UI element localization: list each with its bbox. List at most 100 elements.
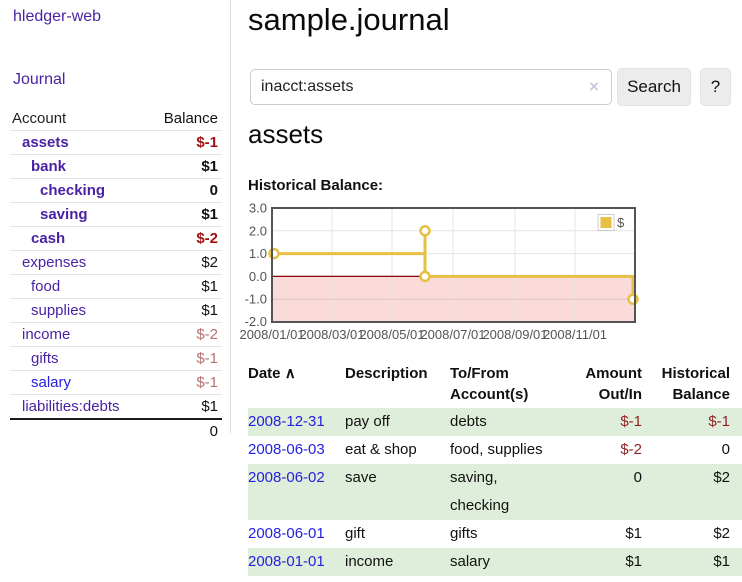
transaction-amount: $1 [625, 553, 642, 570]
account-link-gifts[interactable]: gifts [31, 350, 59, 367]
historical-balance-chart: $ 3.0 2.0 1.0 0.0 -1.0 -2.0 2008/01/01 2… [240, 201, 639, 342]
account-row-income: income $-2 [10, 322, 222, 346]
account-link-assets[interactable]: assets [22, 134, 69, 151]
transaction-accounts: gifts [450, 525, 478, 542]
account-row-food: food $1 [10, 274, 222, 298]
account-link-expenses[interactable]: expenses [22, 254, 87, 271]
balance-column-header: Balance [163, 109, 218, 127]
transaction-description: eat & shop [345, 441, 417, 458]
account-link-saving[interactable]: saving [40, 206, 88, 223]
chart-title: Historical Balance: [248, 177, 384, 194]
data-point-marker [419, 225, 431, 237]
account-row-saving: saving $1 [10, 202, 222, 226]
account-row-bank: bank $1 [10, 154, 222, 178]
transaction-date-link[interactable]: 2008-06-01 [248, 525, 325, 542]
account-balance: $-1 [196, 134, 218, 151]
account-row-expenses: expenses $2 [10, 250, 222, 274]
accounts-total-row: 0 [10, 418, 222, 442]
account-link-cash[interactable]: cash [31, 230, 66, 247]
account-row-salary: salary $-1 [10, 370, 222, 394]
transaction-amount: 0 [633, 469, 642, 486]
accounts-table: Account Balance assets $-1 bank $1 check… [10, 106, 222, 442]
register-row: 2008-12-31 pay off debts $-1 $-1 [248, 408, 742, 436]
account-balance: $1 [201, 278, 218, 295]
transaction-date-link[interactable]: 2008-06-03 [248, 441, 325, 458]
transaction-amount: $1 [625, 525, 642, 542]
search-input[interactable] [250, 69, 612, 105]
account-balance: $1 [201, 206, 218, 223]
transaction-date-link[interactable]: 2008-12-31 [248, 413, 325, 430]
x-tick: 2008/09/01 [482, 327, 547, 342]
transaction-date-link[interactable]: 2008-01-01 [248, 553, 325, 570]
account-row-liabilities-debts: liabilities:debts $1 [10, 394, 222, 418]
transaction-balance: $-1 [708, 413, 730, 430]
accounts-table-header: Account Balance [10, 106, 222, 130]
date-column-header[interactable]: Date ∧ [248, 365, 296, 382]
legend-label: $ [617, 215, 625, 230]
account-column-header: Account [12, 109, 67, 127]
x-tick: 2008/07/01 [420, 327, 485, 342]
account-balance: $-2 [196, 326, 218, 343]
x-tick: 2008/01/01 [240, 327, 305, 342]
register-table: Date ∧ Description To/From Account(s) Am… [248, 363, 742, 576]
data-point-marker [419, 270, 431, 283]
balance-column-header: Historical Balance [661, 365, 730, 403]
y-tick: 3.0 [249, 201, 267, 216]
amount-column-header: Amount Out/In [585, 365, 642, 403]
register-row: 2008-06-02 save saving, checking 0 $2 [248, 464, 742, 520]
sidebar: hledger-web Journal Account Balance asse… [0, 0, 231, 440]
transaction-amount: $-1 [620, 413, 642, 430]
transaction-accounts: salary [450, 553, 491, 570]
current-account-heading: assets [248, 119, 324, 149]
account-balance: 0 [209, 182, 218, 199]
transaction-balance: 0 [721, 441, 730, 458]
account-balance: $1 [201, 398, 218, 415]
clear-search-icon[interactable]: × [589, 77, 599, 96]
transaction-description: gift [345, 525, 366, 542]
transaction-accounts: food, supplies [450, 441, 543, 458]
account-row-cash: cash $-2 [10, 226, 222, 250]
page-title: sample.journal [248, 2, 450, 37]
transaction-date-link[interactable]: 2008-06-02 [248, 469, 325, 486]
register-row: 2008-01-01 income salary $1 $1 [248, 548, 742, 576]
accounts-total-value: 0 [209, 422, 218, 440]
account-link-food[interactable]: food [31, 278, 61, 295]
account-link-salary[interactable]: salary [31, 374, 72, 391]
balance-series-line [274, 229, 635, 300]
account-balance: $-2 [196, 230, 218, 247]
transaction-description: income [345, 553, 394, 570]
account-row-assets: assets $-1 [10, 130, 222, 154]
data-point-marker [268, 247, 280, 260]
y-tick: 1.0 [249, 246, 267, 261]
sidebar-item-journal[interactable]: Journal [13, 71, 66, 88]
account-link-liabilities-debts[interactable]: liabilities:debts [22, 398, 120, 415]
search-button[interactable]: Search [617, 68, 691, 106]
x-tick: 2008/05/01 [359, 327, 424, 342]
x-tick: 2008/03/01 [299, 327, 364, 342]
help-button[interactable]: ? [700, 68, 731, 106]
y-tick: -2.0 [245, 314, 267, 329]
account-link-supplies[interactable]: supplies [31, 302, 87, 319]
account-row-checking: checking 0 [10, 178, 222, 202]
register-row: 2008-06-01 gift gifts $1 $2 [248, 520, 742, 548]
account-balance: $2 [201, 254, 218, 271]
y-tick: 0.0 [249, 269, 267, 284]
legend-swatch-icon [600, 217, 612, 228]
account-balance: $1 [201, 158, 218, 175]
description-column-header: Description [345, 365, 428, 382]
transaction-accounts: debts [450, 413, 487, 430]
account-link-checking[interactable]: checking [40, 182, 106, 199]
app-title-link[interactable]: hledger-web [13, 8, 102, 25]
sort-ascending-icon: ∧ [284, 365, 296, 382]
account-link-bank[interactable]: bank [31, 158, 67, 175]
account-balance: $-1 [196, 350, 218, 367]
transaction-amount: $-2 [620, 441, 642, 458]
tofrom-column-header: To/From Account(s) [450, 365, 529, 403]
account-row-gifts: gifts $-1 [10, 346, 222, 370]
account-balance: $-1 [196, 374, 218, 391]
transaction-accounts: saving, checking [450, 469, 510, 514]
account-row-supplies: supplies $1 [10, 298, 222, 322]
x-tick: 2008/11/01 [543, 327, 607, 342]
transaction-balance: $2 [713, 525, 730, 542]
account-link-income[interactable]: income [22, 326, 71, 343]
